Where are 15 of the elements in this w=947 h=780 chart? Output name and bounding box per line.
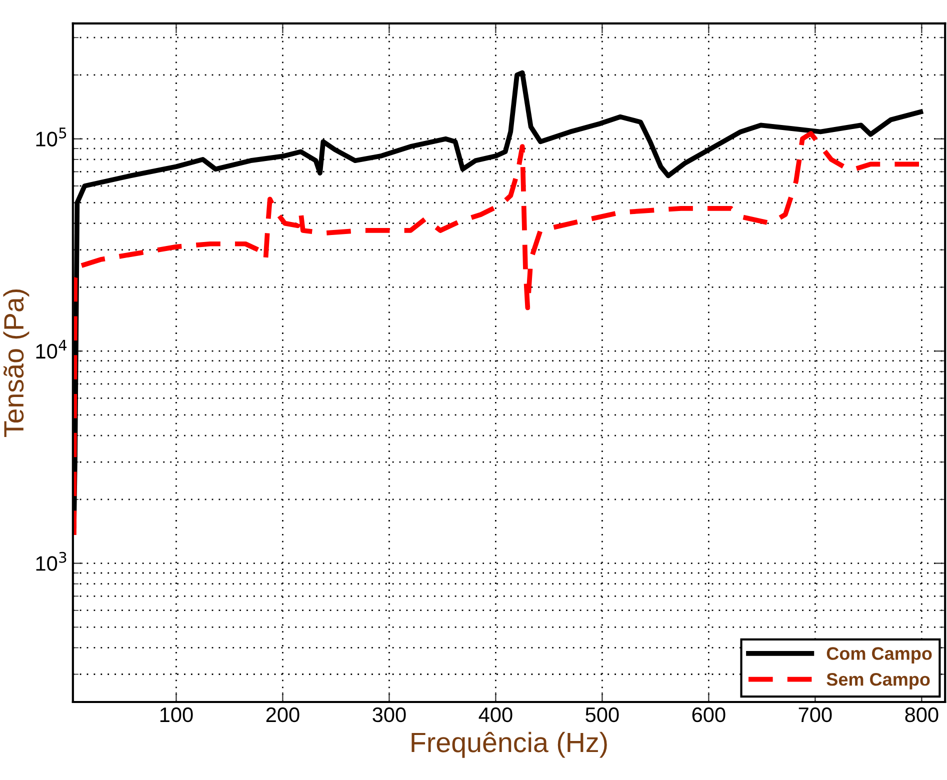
x-tick-label: 300	[372, 707, 406, 722]
x-tick-label: 100	[160, 707, 193, 722]
legend-label: Com Campo	[826, 647, 932, 664]
y-tick-label: 10$^{5}$	[36, 128, 66, 146]
x-tick-label: 400	[478, 707, 512, 722]
x-tick-label: 700	[798, 707, 832, 722]
x-tick-label: 200	[266, 707, 300, 722]
x-tick-label: 500	[586, 707, 619, 722]
x-tick-label: 600	[692, 707, 726, 722]
y-tick-label: 10$^{4}$	[36, 340, 67, 359]
y-tick-label: 10$^{3}$	[36, 552, 66, 571]
y-axis-title: Tensão (Pa)	[3, 290, 30, 437]
x-tick-label: 800	[905, 707, 938, 722]
legend-label: Sem Campo	[826, 673, 930, 690]
x-axis-title: Frequência (Hz)	[412, 732, 607, 758]
